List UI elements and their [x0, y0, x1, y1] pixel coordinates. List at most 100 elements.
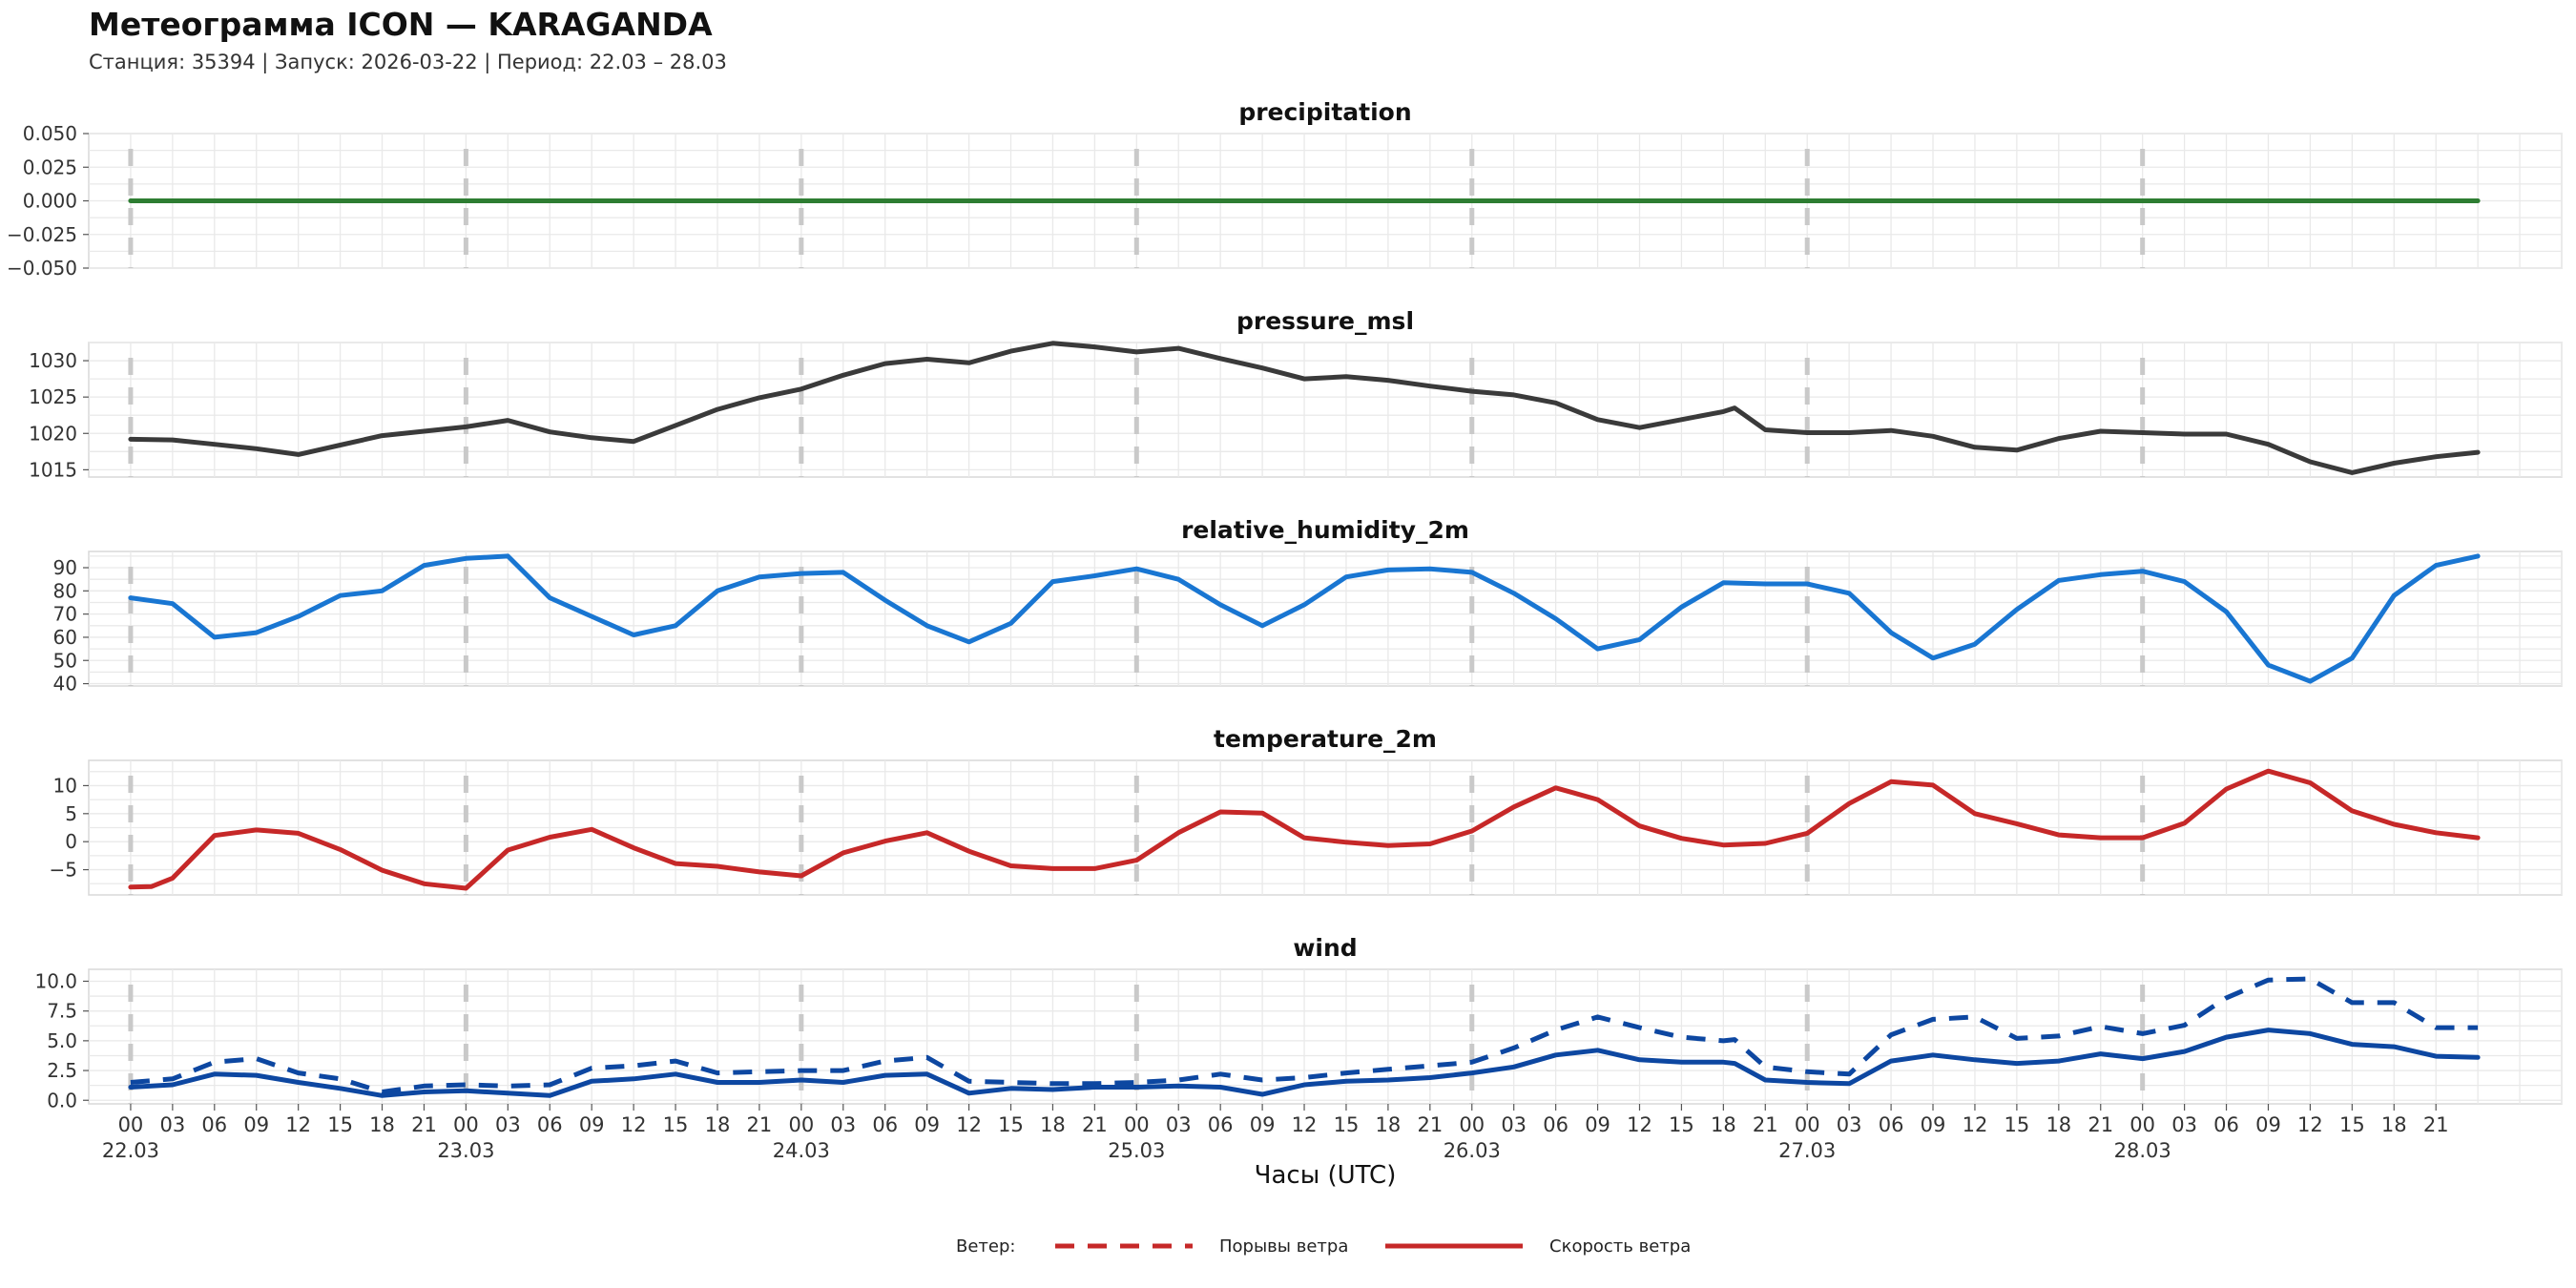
y-tick-label: 0.025	[23, 156, 77, 178]
chart-subtitle: Станция: 35394 | Запуск: 2026-03-22 | Пе…	[89, 51, 727, 73]
x-tick-label-hour: 12	[956, 1113, 982, 1136]
x-tick-label-hour: 03	[1501, 1113, 1527, 1136]
y-tick-label: 5	[65, 802, 77, 825]
y-tick-label: 80	[53, 579, 77, 602]
y-tick-label: −0.050	[7, 257, 77, 280]
x-tick-label-hour: 09	[914, 1113, 940, 1136]
panel-pressure-msl: 1015 1020 1025 1030 pressure_msl	[29, 307, 2563, 481]
series-line-relative-humidity-2m	[128, 553, 2481, 684]
series-line-Порывы-ветра	[130, 976, 2479, 1094]
legend: Ветер: Порывы ветра Скорость ветра	[956, 1236, 1691, 1257]
x-tick-label-hour: 03	[1837, 1113, 1862, 1136]
panel-temperature-2m: −5 0 5 10 temperature_2m	[50, 725, 2563, 896]
x-tick-label-hour: 21	[1753, 1113, 1778, 1136]
x-tick-label-hour: 03	[1166, 1113, 1192, 1136]
panel-title: pressure_msl	[1236, 307, 1414, 335]
x-tick-label-hour: 03	[495, 1113, 521, 1136]
y-tick-label: 1015	[29, 458, 77, 481]
panel-frame	[88, 551, 2563, 687]
x-tick-label-hour: 00	[1459, 1113, 1485, 1136]
x-axis: 00 03 06 09 12 15 18 21 00 03 06 09 12 15 18 21 00 03 06 09…	[102, 1104, 2449, 1190]
x-tick-label-hour: 15	[2005, 1113, 2030, 1136]
y-tick-label: 0.000	[23, 190, 77, 213]
x-tick-label-hour: 06	[1879, 1113, 1904, 1136]
y-tick-label: 70	[53, 603, 77, 626]
y-tick-label: 7.5	[47, 1000, 77, 1023]
x-tick-label-hour: 21	[2423, 1113, 2449, 1136]
panel-title: wind	[1293, 934, 1357, 962]
y-tick-label: 90	[53, 556, 77, 579]
y-tick-label: −0.025	[7, 223, 77, 246]
x-tick-label-hour: 00	[788, 1113, 814, 1136]
x-tick-label-hour: 21	[1417, 1113, 1443, 1136]
y-tick-label: 1030	[29, 349, 77, 372]
x-tick-label-hour: 18	[2381, 1113, 2407, 1136]
x-tick-label-hour: 06	[872, 1113, 898, 1136]
x-tick-label-hour: 00	[118, 1113, 144, 1136]
x-tick-label-hour: 00	[453, 1113, 479, 1136]
x-tick-label-hour: 15	[998, 1113, 1024, 1136]
y-tick-label: −5	[50, 859, 77, 882]
x-tick-label-hour: 09	[579, 1113, 605, 1136]
x-tick-label-hour: 21	[411, 1113, 437, 1136]
x-tick-label-hour: 15	[1669, 1113, 1694, 1136]
y-tick-label: 5.0	[47, 1029, 77, 1052]
x-tick-label-hour: 03	[2171, 1113, 2197, 1136]
y-tick-label: 60	[53, 626, 77, 649]
x-tick-label-hour: 12	[1963, 1113, 1988, 1136]
x-tick-label-hour: 18	[1040, 1113, 1066, 1136]
panel-title: precipitation	[1238, 98, 1411, 126]
x-tick-label-hour: 06	[201, 1113, 227, 1136]
x-tick-label-hour: 06	[2213, 1113, 2239, 1136]
panel-title: temperature_2m	[1214, 725, 1437, 753]
x-tick-label-hour: 06	[1543, 1113, 1568, 1136]
x-tick-label-date: 26.03	[1444, 1139, 1501, 1162]
x-tick-label-hour: 12	[1627, 1113, 1652, 1136]
y-tick-label: 10	[53, 774, 77, 797]
x-tick-label-hour: 18	[2046, 1113, 2071, 1136]
x-tick-label-hour: 00	[1124, 1113, 1150, 1136]
x-tick-label-hour: 09	[1250, 1113, 1276, 1136]
x-tick-label-hour: 06	[1208, 1113, 1234, 1136]
x-tick-label-hour: 06	[537, 1113, 563, 1136]
x-axis-label: Часы (UTC)	[1255, 1161, 1397, 1190]
panel-title: relative_humidity_2m	[1181, 516, 1469, 544]
x-tick-label-hour: 00	[2129, 1113, 2155, 1136]
y-tick-label: 0.0	[47, 1089, 77, 1111]
series-line-pressure-msl	[128, 341, 2481, 475]
panel-precipitation: −0.050 −0.025 0.000 0.025 0.050 precipitation	[7, 98, 2563, 280]
x-tick-label-hour: 12	[621, 1113, 647, 1136]
x-tick-label-hour: 09	[2255, 1113, 2281, 1136]
chart-title: Метеограмма ICON — KARAGANDA	[89, 6, 713, 43]
legend-label-gusts: Порывы ветра	[1219, 1236, 1348, 1257]
panel-wind: 0.0 2.5 5.0 7.5 10.0 wind	[34, 934, 2563, 1111]
y-tick-label: 1020	[29, 422, 77, 445]
legend-title: Ветер:	[956, 1236, 1015, 1257]
x-tick-label-hour: 18	[705, 1113, 731, 1136]
x-tick-label-hour: 09	[243, 1113, 269, 1136]
y-tick-label: 50	[53, 649, 77, 672]
y-tick-label: 40	[53, 673, 77, 696]
x-tick-label-date: 24.03	[773, 1139, 830, 1162]
y-tick-label: 0.050	[23, 122, 77, 145]
x-tick-label-date: 22.03	[102, 1139, 159, 1162]
panel-frame	[88, 342, 2563, 478]
x-tick-label-hour: 15	[663, 1113, 689, 1136]
y-tick-label: 10.0	[34, 969, 77, 992]
x-tick-label-hour: 12	[1292, 1113, 1318, 1136]
x-tick-label-hour: 09	[1585, 1113, 1610, 1136]
x-tick-label-hour: 09	[1921, 1113, 1946, 1136]
x-tick-label-hour: 15	[327, 1113, 353, 1136]
legend-label-speed: Скорость ветра	[1549, 1236, 1691, 1257]
x-tick-label-hour: 03	[159, 1113, 185, 1136]
x-tick-label-hour: 21	[747, 1113, 773, 1136]
x-tick-label-hour: 12	[2297, 1113, 2323, 1136]
x-tick-label-date: 25.03	[1108, 1139, 1165, 1162]
series-line-temperature-2m	[128, 768, 2481, 891]
x-tick-label-hour: 18	[1376, 1113, 1402, 1136]
x-tick-label-hour: 15	[1334, 1113, 1360, 1136]
panels-layer: −0.050−0.0250.0000.0250.050precipitation…	[7, 98, 2563, 1111]
x-tick-label-hour: 18	[369, 1113, 395, 1136]
